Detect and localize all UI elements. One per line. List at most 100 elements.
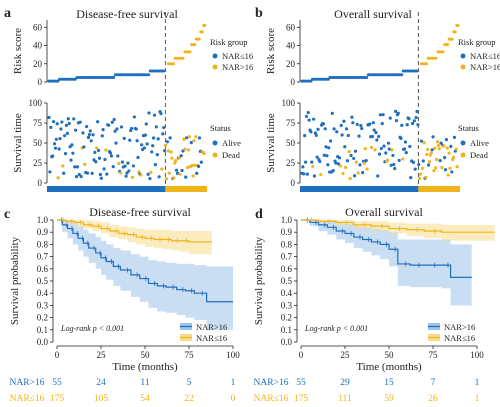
panel-a-time-point: [183, 147, 187, 151]
panel-c-ytick-label: 0.9: [37, 227, 49, 237]
panel-a-time-point: [58, 136, 62, 141]
panel-b-group-bar-low: [300, 186, 419, 192]
panel-a-time-point: [53, 146, 58, 150]
panel-a-time-point: [196, 164, 201, 168]
panel-d-ytick-label: 0.2: [281, 313, 292, 323]
panel-a-time-point: [96, 120, 100, 124]
panel-a-time-point: [134, 127, 138, 131]
panel-a-time-point: [105, 172, 109, 176]
panel-b-time-point: [351, 121, 355, 125]
panel-b-time-point: [332, 127, 336, 131]
panel-a-time-ytick-label: 75: [33, 118, 43, 128]
panel-a-risk-ylabel: Risk score: [12, 28, 24, 74]
panel-a-time-point: [101, 128, 105, 132]
panel-b-time-point: [385, 158, 390, 162]
panel-b-time-point: [435, 140, 440, 144]
panel-c-risk-table-value: 1: [231, 378, 236, 388]
panel-c-ci-band: [57, 220, 212, 255]
panel-d-risk-table-value: 1: [475, 394, 480, 404]
panel-b-time-point: [314, 133, 318, 137]
panel-b-time-point: [301, 165, 305, 169]
panel-c-ytick-label: 0.7: [37, 252, 49, 262]
panel-a-risk-point-low: [162, 69, 166, 73]
panel-a-time-point: [173, 161, 177, 165]
panel-d-risk-table-value: 175: [294, 394, 309, 404]
panel-a-time-point: [152, 113, 157, 117]
panel-a-time-point: [114, 141, 118, 145]
panel-b-time-point: [414, 115, 418, 120]
panel-b-time-point: [350, 115, 354, 119]
panel-a-time-ylabel: Survival time: [12, 113, 24, 173]
panel-a-group-bar-low: [47, 186, 166, 192]
panel-c-risk-table-value: 11: [140, 378, 149, 388]
panel-a-time-point: [197, 136, 202, 140]
panel-b-time-point: [336, 162, 341, 166]
panel-b-time-ylabel: Survival time: [265, 113, 277, 173]
panel-b-group-bar-high: [418, 186, 460, 192]
panel-a-time-point: [110, 120, 114, 124]
panel-b-time-point: [443, 156, 447, 160]
panel-a-time-point: [161, 132, 165, 136]
panel-a-time-point: [63, 134, 67, 138]
panel-a-time-point: [129, 126, 134, 131]
panel-c-xtick-label: 25: [97, 350, 107, 360]
panel-c-ytick-label: 0.2: [37, 313, 48, 323]
panel-b-time-point: [344, 165, 348, 169]
panel-b-time-point: [411, 160, 416, 164]
panel-a-risk-legend-title: Risk group: [210, 37, 248, 47]
panel-a-time-point: [67, 121, 71, 126]
panel-c-xtick-label: 100: [226, 350, 240, 360]
panel-d-ytick-label: 0.7: [281, 252, 293, 262]
panel-b-time-point: [343, 145, 347, 149]
panel-a-risk-ytick-label: 60: [33, 22, 43, 32]
panel-b-time-point: [319, 172, 323, 177]
panel-b-time-point: [316, 127, 320, 131]
panel-c-risk-table-value: 105: [94, 394, 109, 404]
panel-a-time-point: [178, 172, 182, 176]
panel-b-time-ytick-label: 75: [286, 118, 296, 128]
panel-a-time-point: [65, 131, 69, 135]
panel-a-time-point: [139, 173, 143, 177]
panel-d-xlabel: Time (months): [356, 361, 422, 373]
panel-c-ytick-label: 0.6: [37, 264, 49, 274]
panel-b-risk-legend-low: NAR≤16: [470, 51, 500, 61]
panel-b-time-point: [429, 151, 433, 155]
panel-d-legend-low: NAR≤16: [444, 333, 475, 343]
panel-c-ytick-label: 0.5: [37, 276, 49, 286]
panel-a-risk-ytick-label: 20: [33, 59, 43, 69]
panel-d-risk-table-value: 29: [340, 378, 350, 388]
panel-d-ytick-label: 0.1: [281, 325, 292, 335]
panel-b-status-legend-marker-alive: [460, 140, 466, 146]
panel-b-time-point: [335, 130, 339, 134]
panel-b-time-point: [427, 160, 432, 164]
panel-a-time-point: [96, 148, 101, 153]
panel-b-time-point: [437, 147, 441, 151]
panel-a-time-point: [51, 120, 56, 124]
panel-b-time-point: [431, 135, 435, 139]
panel-c-ytick-label: 0.0: [37, 337, 49, 347]
panel-a-time-point: [89, 139, 93, 143]
panel-b-time-point: [304, 114, 309, 119]
panel-b-time-point: [391, 153, 395, 158]
panel-d-ytick-label: 0.0: [281, 337, 293, 347]
panel-a-risk-legend-high: NAR>16: [222, 62, 253, 72]
panel-b-time-point: [352, 174, 357, 178]
panel-b-time-point: [376, 174, 380, 178]
panel-d-ytick-label: 0.9: [281, 227, 293, 237]
panel-a-risk-point-high: [181, 56, 185, 60]
panel-b-time-point: [363, 147, 367, 151]
panel-b-time-point: [380, 122, 384, 126]
panel-a-time-point: [70, 143, 74, 147]
panel-a-time-point: [113, 129, 117, 133]
panel-b-time-point: [352, 156, 356, 161]
panel-a-time-point: [69, 158, 73, 162]
panel-a-time-point: [60, 120, 64, 124]
panel-a-risk-point-high: [193, 43, 197, 47]
panel-a-time-point: [185, 165, 190, 170]
panel-a-time-point: [128, 138, 132, 142]
panel-b-time-point: [419, 139, 424, 143]
panel-b-time-point: [302, 172, 306, 176]
panel-a-time-point: [83, 162, 87, 166]
panel-d-xtick-label: 50: [385, 350, 395, 360]
panel-b-time-point: [435, 157, 439, 162]
